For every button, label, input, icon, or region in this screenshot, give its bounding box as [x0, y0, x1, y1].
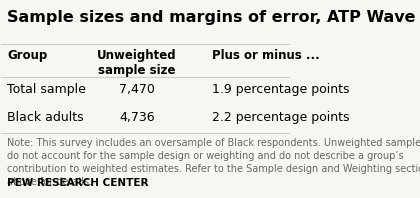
- Text: PEW RESEARCH CENTER: PEW RESEARCH CENTER: [7, 178, 149, 188]
- Text: Plus or minus ...: Plus or minus ...: [212, 49, 320, 62]
- Text: 2.2 percentage points: 2.2 percentage points: [212, 111, 349, 124]
- Text: Black adults: Black adults: [7, 111, 84, 124]
- Text: 7,470: 7,470: [119, 83, 155, 96]
- Text: Group: Group: [7, 49, 47, 62]
- Text: Note: This survey includes an oversample of Black respondents. Unweighted sample: Note: This survey includes an oversample…: [7, 138, 420, 187]
- Text: Unweighted
sample size: Unweighted sample size: [97, 49, 177, 77]
- Text: 1.9 percentage points: 1.9 percentage points: [212, 83, 349, 96]
- Text: Sample sizes and margins of error, ATP Wave 134: Sample sizes and margins of error, ATP W…: [7, 10, 420, 25]
- Text: Total sample: Total sample: [7, 83, 86, 96]
- Text: 4,736: 4,736: [119, 111, 155, 124]
